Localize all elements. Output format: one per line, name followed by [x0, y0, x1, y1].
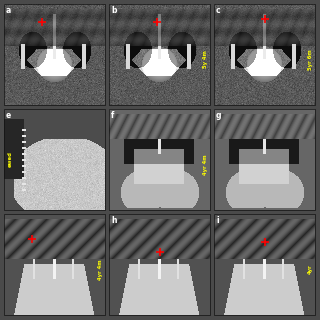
Text: e: e	[6, 111, 11, 120]
Text: b: b	[111, 6, 116, 15]
Bar	[4, 214, 105, 315]
Bar	[214, 109, 315, 210]
Text: 4yr 4m: 4yr 4m	[203, 154, 208, 175]
Bar	[109, 214, 210, 315]
Text: h: h	[111, 216, 116, 225]
Bar	[109, 109, 210, 210]
Bar	[109, 4, 210, 105]
Text: i: i	[216, 216, 219, 225]
Text: c: c	[216, 6, 220, 15]
Text: a: a	[6, 6, 11, 15]
Text: 4yr 4m: 4yr 4m	[98, 259, 103, 280]
Bar	[214, 4, 315, 105]
Text: ewed: ewed	[8, 152, 13, 167]
Text: 5yr 6m: 5yr 6m	[308, 49, 313, 70]
Text: 4yr: 4yr	[308, 265, 313, 275]
Text: g: g	[216, 111, 221, 120]
Bar	[4, 4, 105, 105]
Bar	[4, 109, 105, 210]
Text: 5y 4m: 5y 4m	[203, 51, 208, 68]
Text: f: f	[111, 111, 114, 120]
Bar	[214, 214, 315, 315]
